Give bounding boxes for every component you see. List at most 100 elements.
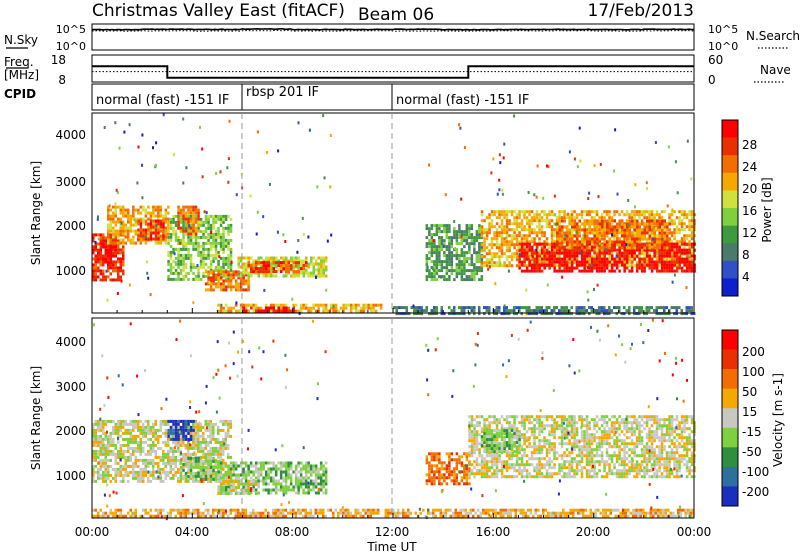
power-cell [435, 245, 439, 249]
power-cell [635, 312, 638, 316]
velocity-cell [117, 449, 120, 453]
velocity-cell [109, 431, 112, 435]
power-scatter-cell [145, 235, 147, 239]
power-cell [626, 231, 629, 235]
power-cell [265, 306, 268, 310]
power-cell [214, 253, 218, 257]
velocity-cell [104, 434, 107, 438]
power-cell [650, 222, 654, 226]
power-cell [122, 260, 125, 264]
power-cell [272, 256, 275, 260]
power-cell [247, 259, 250, 263]
power-cell [415, 309, 418, 313]
power-cell [450, 251, 454, 255]
velocity-cell [159, 425, 162, 429]
power-cell [510, 258, 514, 262]
power-cell [560, 312, 563, 316]
power-cell [628, 248, 631, 252]
power-cell [172, 220, 175, 224]
velocity-cell [164, 455, 167, 459]
power-cell [635, 269, 639, 273]
power-scatter-cell [623, 223, 626, 227]
power-cell [493, 264, 496, 268]
power-cell [493, 252, 496, 256]
power-cell [590, 228, 594, 232]
power-cell [500, 249, 504, 253]
power-cell [433, 272, 436, 276]
power-cell [635, 254, 639, 258]
power-scatter-cell [291, 297, 294, 301]
power-scatter-cell [154, 163, 157, 167]
power-cell [646, 237, 649, 241]
power-cell [104, 257, 107, 261]
power-cell [142, 217, 145, 221]
power-cell [550, 225, 554, 229]
power-cell [568, 219, 571, 223]
power-cell [207, 265, 210, 269]
power-cell [683, 248, 686, 252]
velocity-cell [124, 419, 127, 423]
power-cell [430, 260, 434, 264]
power-scatter-cell [205, 211, 208, 215]
power-cell [665, 248, 669, 252]
velocity-cell [124, 431, 127, 435]
nsky-series-line [91, 27, 694, 31]
power-cell [661, 237, 664, 241]
power-cell [237, 285, 240, 289]
power-cell [550, 254, 554, 258]
power-cell [219, 223, 223, 227]
power-scatter-cell [149, 293, 152, 297]
power-cell [610, 216, 614, 220]
power-cell [548, 225, 551, 229]
power-cell [548, 222, 551, 226]
power-cell [460, 309, 463, 313]
power-cell [663, 254, 666, 258]
power-cell [227, 214, 230, 218]
power-cell [518, 216, 521, 220]
power-cell [312, 268, 315, 272]
power-cell [428, 312, 431, 316]
velocity-cell [187, 446, 190, 450]
power-cell [683, 263, 686, 267]
power-cell [222, 273, 225, 277]
power-cell [635, 248, 639, 252]
power-cell [578, 263, 581, 267]
power-cell [658, 222, 661, 226]
power-cell [638, 312, 641, 316]
power-cell [107, 229, 110, 233]
power-cell [661, 228, 664, 232]
power-cell [212, 235, 215, 239]
power-cell [124, 226, 127, 230]
power-cell [255, 261, 258, 265]
power-cell [97, 275, 100, 279]
power-cell [585, 248, 589, 252]
power-cell [177, 247, 180, 251]
power-cell [678, 263, 681, 267]
velocity-cell [137, 422, 140, 426]
velocity-cell [92, 443, 95, 447]
power-cell [242, 256, 245, 260]
power-cell [395, 309, 398, 313]
power-scatter-cell [536, 164, 539, 168]
power-cell [207, 232, 210, 236]
power-cell [287, 264, 290, 268]
power-cell [92, 251, 95, 255]
power-cell [117, 272, 120, 276]
power-cell [154, 234, 158, 238]
power-cell [618, 264, 621, 268]
power-cell [274, 303, 278, 307]
power-cell [620, 258, 624, 262]
power-cell [149, 217, 153, 221]
power-cell [219, 235, 223, 239]
power-scatter-cell [667, 145, 670, 149]
power-cell [523, 228, 526, 232]
power-cell [102, 236, 105, 240]
power-cell [177, 250, 180, 254]
power-cell [611, 228, 614, 232]
power-cell [197, 253, 200, 257]
velocity-cell [212, 470, 215, 474]
velocity-cell [112, 440, 115, 444]
power-cell [94, 257, 97, 261]
power-cell [475, 269, 479, 273]
power-cell [154, 214, 158, 218]
